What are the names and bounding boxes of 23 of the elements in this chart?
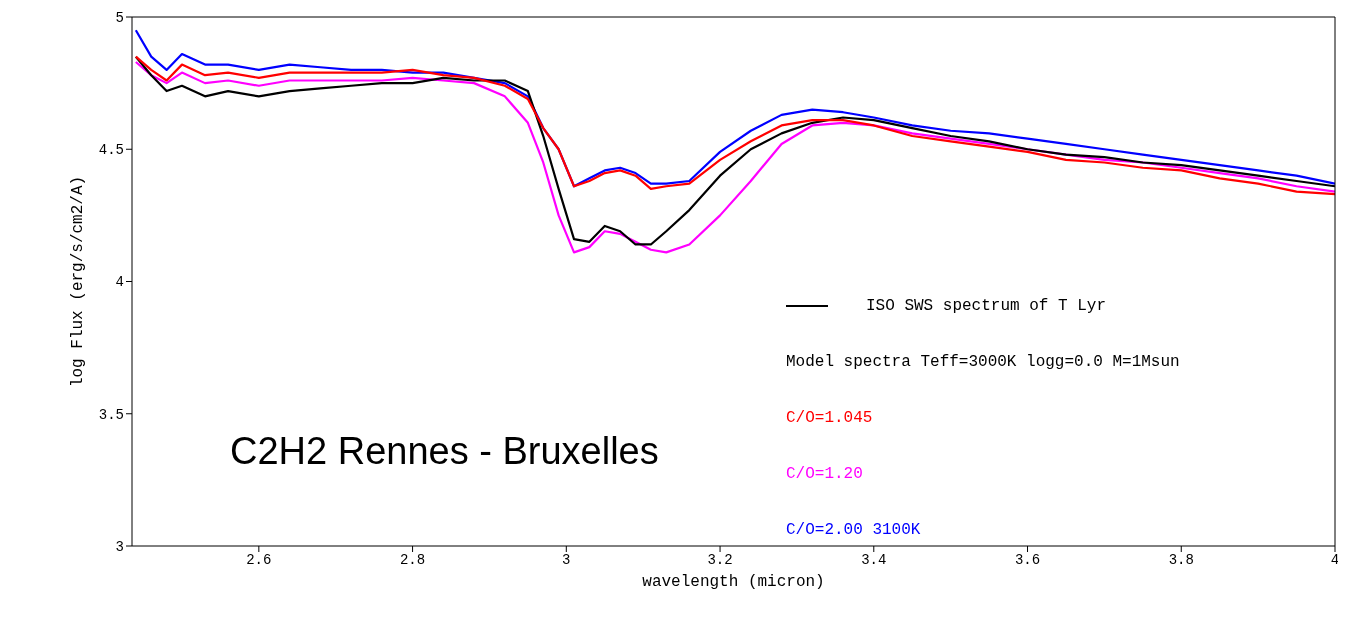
- x-tick-label: 2.6: [246, 551, 272, 568]
- y-axis-title: log Flux (erg/s/cm2/A): [68, 175, 87, 388]
- y-tick-label: 5: [115, 9, 124, 26]
- line-series: [134, 55, 1335, 196]
- x-tick-label: 3.4: [861, 551, 887, 568]
- line-series: [134, 29, 1335, 188]
- y-tick-label: 4.5: [98, 142, 124, 159]
- legend-label: ISO SWS spectrum of T Lyr: [866, 296, 1107, 317]
- y-tick-label: 3: [115, 538, 124, 555]
- x-tick-label: 3.6: [1014, 551, 1041, 568]
- y-tick-label: 4: [115, 274, 124, 291]
- text: C/O=2.00 3100K: [786, 521, 921, 539]
- annotation: Model spectra Teff=3000K logg=0.0 M=1Msun: [786, 352, 1180, 373]
- x-tick-label: 2.8: [399, 551, 426, 568]
- x-tick-label: 3.8: [1168, 551, 1194, 568]
- text: C/O=1.20: [786, 464, 864, 485]
- x-tick-label: 3: [562, 551, 571, 568]
- y-tick-label: 3.5: [98, 406, 124, 423]
- x-tick-label: 4: [1330, 551, 1340, 568]
- text: C/O=1.045: [786, 408, 874, 429]
- x-axis-title: wavelength (micron): [642, 573, 825, 591]
- x-tick-label: 3.2: [707, 551, 733, 568]
- annotation: C2H2 Rennes - Bruxelles: [230, 430, 659, 473]
